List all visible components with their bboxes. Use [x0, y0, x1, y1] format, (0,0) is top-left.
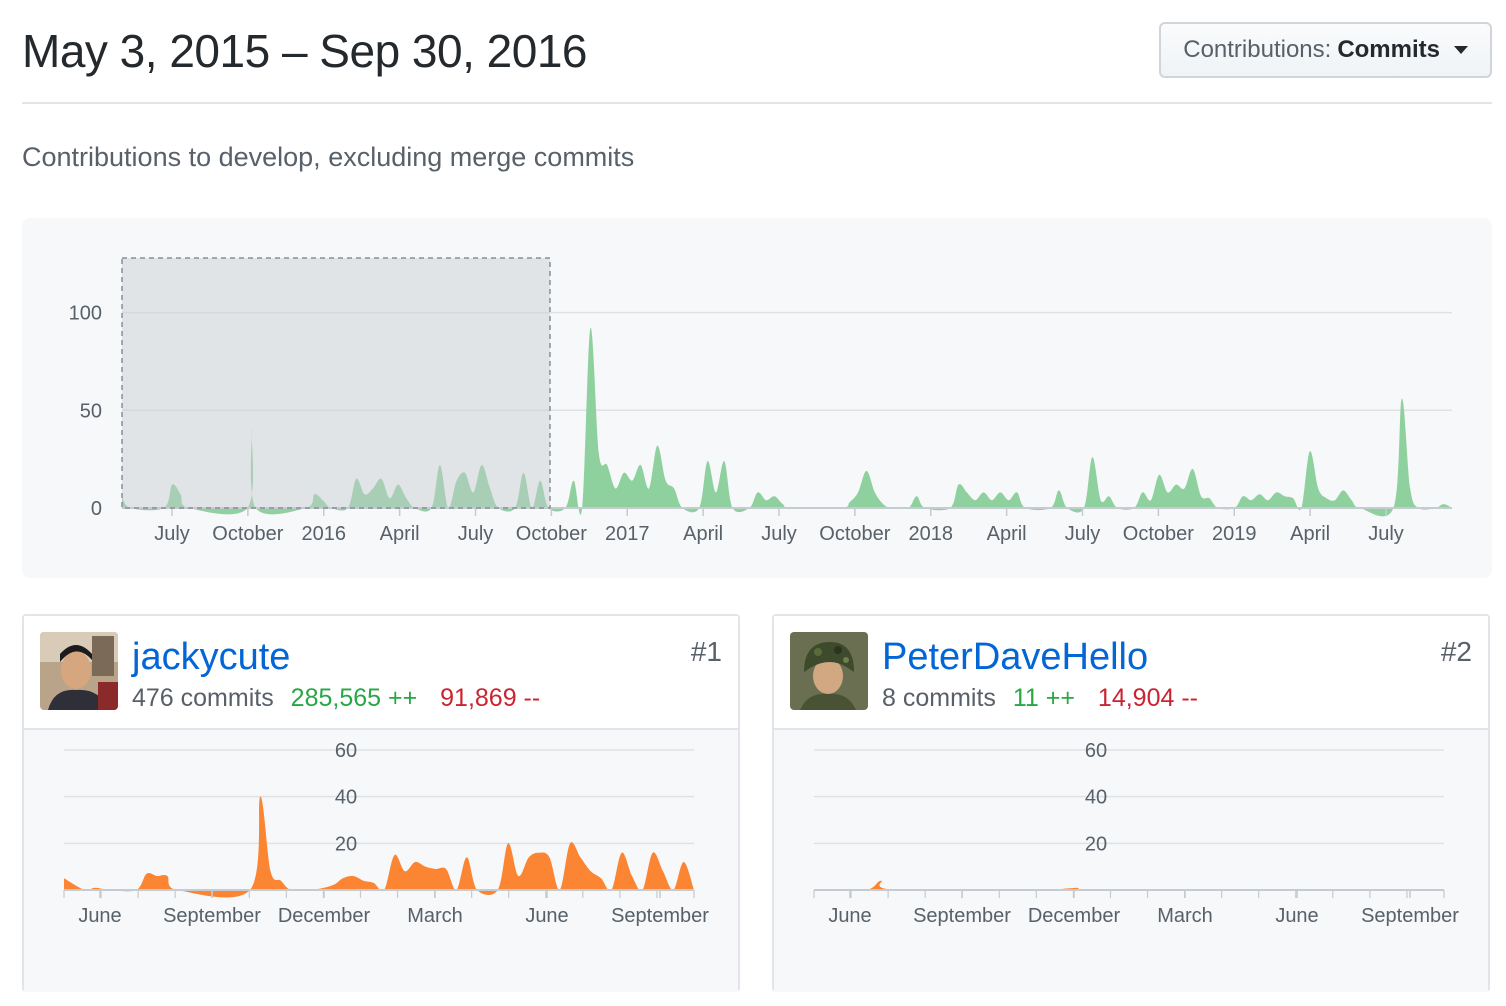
chart-subtitle: Contributions to develop, excluding merg… [22, 142, 635, 172]
main-contributions-chart[interactable]: 0 50 100 July October 2016 April July October 201… [22, 218, 1492, 578]
selection-brush [121, 257, 551, 509]
x-tick-label: April [683, 523, 723, 545]
contributor-card-header: PeterDaveHello 8 commits 11 ++ 14,904 --… [774, 616, 1488, 730]
x-tick-label: October [516, 523, 587, 545]
x-tick-label: 2018 [909, 523, 954, 545]
contributor-username[interactable]: PeterDaveHello [882, 636, 1149, 678]
x-tick-label: June [525, 905, 568, 927]
contributor-chart-svg: 20 40 60 June September December March June Sept… [63, 740, 709, 927]
caret-down-icon [1454, 46, 1468, 54]
y-tick-label: 20 [1085, 833, 1107, 855]
main-chart-svg[interactable]: 0 50 100 July October 2016 April July October 201… [22, 218, 1492, 578]
x-tick-label: March [1157, 905, 1213, 927]
x-tick-label: December [278, 905, 371, 927]
x-tick-label: September [1361, 905, 1459, 927]
contributions-label: Contributions: [1183, 36, 1332, 63]
avatar[interactable] [40, 632, 118, 710]
x-tick-label: October [212, 523, 283, 545]
x-tick-label: 2016 [302, 523, 347, 545]
x-tick-label: April [1290, 523, 1330, 545]
deletions-count: 14,904 -- [1097, 684, 1198, 712]
series-area [64, 796, 694, 898]
x-tick-label: December [1028, 905, 1121, 927]
contributor-card-2: PeterDaveHello 8 commits 11 ++ 14,904 --… [772, 614, 1490, 992]
commit-count: 476 commits [132, 684, 274, 712]
contributor-username[interactable]: jackycute [132, 636, 291, 678]
y-tick-label: 40 [335, 787, 357, 809]
x-tick-label: July [458, 523, 494, 545]
x-tick-label: October [819, 523, 890, 545]
date-range-title: May 3, 2015 – Sep 30, 2016 [22, 25, 588, 77]
x-tick-label: September [163, 905, 261, 927]
x-tick-label: October [1123, 523, 1194, 545]
contributor-rank: #2 [1440, 636, 1472, 667]
x-tick-label: September [913, 905, 1011, 927]
avatar[interactable] [790, 632, 868, 710]
x-tick-label: April [987, 523, 1027, 545]
page-header: May 3, 2015 – Sep 30, 2016 Contributions… [22, 0, 1492, 104]
contributor-chart-container: 20 40 60 June September December March June Sept… [24, 730, 738, 992]
x-tick-label: 2019 [1212, 523, 1257, 545]
x-tick-label: September [611, 905, 709, 927]
x-tick-label: June [828, 905, 871, 927]
y-tick-label: 0 [91, 498, 102, 520]
contributor-card-1: jackycute 476 commits 285,565 ++ 91,869 … [22, 614, 740, 992]
x-tick-label: July [154, 523, 190, 545]
x-tick-label: April [380, 523, 420, 545]
y-tick-label: 60 [1085, 740, 1107, 762]
y-tick-label: 100 [69, 303, 102, 325]
x-tick-label: July [1368, 523, 1404, 545]
contributor-stats: 8 commits 11 ++ 14,904 -- [882, 684, 1198, 713]
contributions-value: Commits [1337, 36, 1440, 63]
series-area [122, 327, 1452, 517]
contributor-stats: 476 commits 285,565 ++ 91,869 -- [132, 684, 540, 713]
deletions-count: 91,869 -- [440, 684, 541, 712]
y-tick-label: 50 [80, 400, 102, 422]
x-tick-label: July [1065, 523, 1101, 545]
contributor-chart-svg: 20 40 60 June September December March June Sept… [813, 740, 1459, 927]
x-tick-label: June [78, 905, 121, 927]
commit-count: 8 commits [882, 684, 996, 712]
x-tick-label: 2017 [605, 523, 650, 545]
additions-count: 285,565 ++ [290, 684, 418, 712]
y-tick-label: 20 [335, 833, 357, 855]
x-tick-label: July [761, 523, 797, 545]
x-tick-label: June [1275, 905, 1318, 927]
contributor-chart-container: 20 40 60 June September December March June Sept… [774, 730, 1488, 992]
contributor-card-header: jackycute 476 commits 285,565 ++ 91,869 … [24, 616, 738, 730]
y-tick-label: 40 [1085, 787, 1107, 809]
contributor-rank: #1 [690, 636, 722, 667]
x-tick-label: March [407, 905, 463, 927]
contributions-type-button[interactable]: Contributions: Commits [1159, 22, 1492, 78]
additions-count: 11 ++ [1012, 684, 1075, 712]
y-tick-label: 60 [335, 740, 357, 762]
